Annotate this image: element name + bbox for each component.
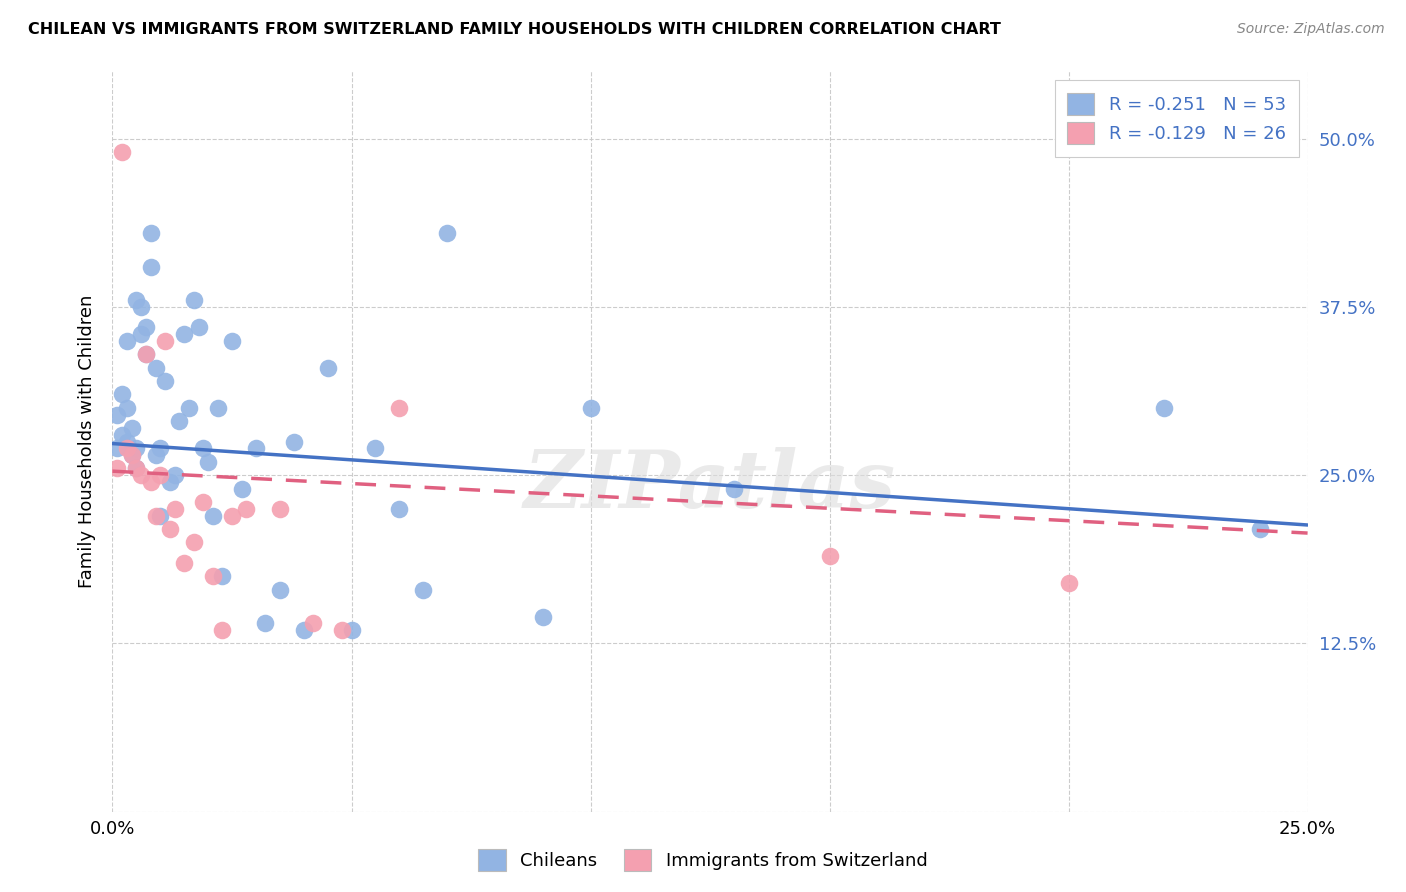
Point bbox=[412, 582, 434, 597]
Point bbox=[177, 401, 200, 415]
Point bbox=[283, 434, 305, 449]
Point bbox=[163, 501, 186, 516]
Point bbox=[436, 226, 458, 240]
Point bbox=[159, 522, 181, 536]
Point bbox=[125, 293, 148, 308]
Legend: R = -0.251   N = 53, R = -0.129   N = 26: R = -0.251 N = 53, R = -0.129 N = 26 bbox=[1054, 80, 1299, 157]
Point bbox=[129, 300, 152, 314]
Point bbox=[340, 623, 363, 637]
Point bbox=[105, 461, 128, 475]
Text: Source: ZipAtlas.com: Source: ZipAtlas.com bbox=[1237, 22, 1385, 37]
Y-axis label: Family Households with Children: Family Households with Children bbox=[77, 295, 96, 588]
Point bbox=[211, 623, 233, 637]
Point bbox=[193, 495, 215, 509]
Point bbox=[125, 461, 148, 475]
Point bbox=[135, 347, 157, 361]
Point bbox=[125, 461, 148, 475]
Text: CHILEAN VS IMMIGRANTS FROM SWITZERLAND FAMILY HOUSEHOLDS WITH CHILDREN CORRELATI: CHILEAN VS IMMIGRANTS FROM SWITZERLAND F… bbox=[28, 22, 1001, 37]
Point bbox=[121, 448, 143, 462]
Point bbox=[153, 334, 176, 348]
Point bbox=[302, 616, 325, 631]
Point bbox=[149, 442, 172, 456]
Point bbox=[1153, 401, 1175, 415]
Point bbox=[269, 501, 291, 516]
Point bbox=[531, 609, 554, 624]
Point bbox=[105, 408, 128, 422]
Point bbox=[330, 623, 353, 637]
Point bbox=[207, 401, 229, 415]
Point bbox=[254, 616, 277, 631]
Point bbox=[201, 569, 224, 583]
Point bbox=[105, 442, 128, 456]
Text: ZIPatlas: ZIPatlas bbox=[524, 447, 896, 524]
Point bbox=[139, 475, 162, 489]
Point bbox=[388, 401, 411, 415]
Point bbox=[221, 508, 243, 523]
Point bbox=[173, 326, 195, 341]
Point bbox=[111, 387, 134, 401]
Point bbox=[111, 427, 134, 442]
Point bbox=[129, 468, 152, 483]
Point bbox=[231, 482, 253, 496]
Point bbox=[187, 320, 209, 334]
Point bbox=[201, 508, 224, 523]
Point bbox=[197, 455, 219, 469]
Point bbox=[145, 508, 167, 523]
Point bbox=[163, 468, 186, 483]
Point bbox=[115, 442, 138, 456]
Point bbox=[364, 442, 387, 456]
Point bbox=[129, 326, 152, 341]
Legend: Chileans, Immigrants from Switzerland: Chileans, Immigrants from Switzerland bbox=[471, 842, 935, 879]
Point bbox=[149, 508, 172, 523]
Point bbox=[169, 414, 191, 428]
Point bbox=[723, 482, 745, 496]
Point bbox=[139, 260, 162, 274]
Point bbox=[235, 501, 257, 516]
Point bbox=[173, 556, 195, 570]
Point bbox=[193, 442, 215, 456]
Point bbox=[1057, 575, 1080, 590]
Point bbox=[388, 501, 411, 516]
Point bbox=[211, 569, 233, 583]
Point bbox=[183, 293, 205, 308]
Point bbox=[115, 334, 138, 348]
Point bbox=[183, 535, 205, 549]
Point bbox=[149, 468, 172, 483]
Point bbox=[316, 360, 339, 375]
Point bbox=[245, 442, 267, 456]
Point bbox=[145, 448, 167, 462]
Point bbox=[121, 421, 143, 435]
Point bbox=[269, 582, 291, 597]
Point bbox=[135, 320, 157, 334]
Point bbox=[111, 145, 134, 160]
Point bbox=[121, 448, 143, 462]
Point bbox=[292, 623, 315, 637]
Point bbox=[153, 374, 176, 388]
Point bbox=[135, 347, 157, 361]
Point bbox=[139, 226, 162, 240]
Point bbox=[1249, 522, 1271, 536]
Point bbox=[115, 401, 138, 415]
Point bbox=[115, 434, 138, 449]
Point bbox=[145, 360, 167, 375]
Point bbox=[125, 442, 148, 456]
Point bbox=[818, 549, 841, 563]
Point bbox=[159, 475, 181, 489]
Point bbox=[579, 401, 602, 415]
Point bbox=[221, 334, 243, 348]
